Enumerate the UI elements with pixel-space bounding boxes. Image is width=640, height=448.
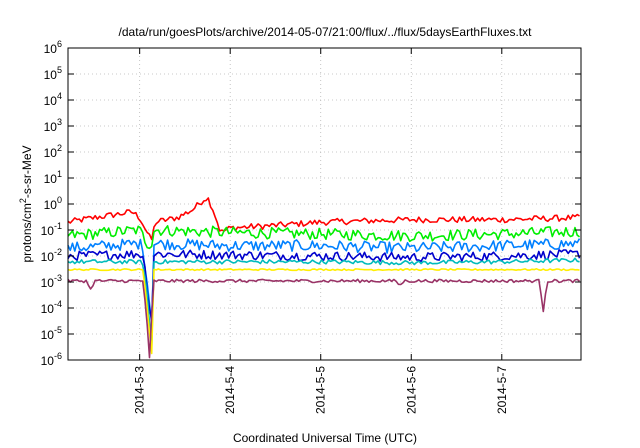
grid-lines — [68, 48, 581, 360]
y-tick-label-exponent: 0 — [57, 195, 62, 205]
y-tick-label-exponent: 5 — [57, 65, 62, 75]
y-axis-label: protons/cm2-s-sr-MeV — [18, 145, 34, 262]
y-tick-label-exponent: 3 — [57, 117, 62, 127]
series-line — [67, 225, 580, 250]
y-tick-label: 101 — [44, 169, 62, 186]
y-tick-label-base: 10 — [41, 302, 55, 316]
x-tick-label: 2014-5-6 — [404, 366, 418, 414]
x-tick-label: 2014-5-3 — [133, 366, 147, 414]
y-tick-label-base: 10 — [44, 198, 58, 212]
y-tick-label-base: 10 — [44, 172, 58, 186]
y-tick-label: 102 — [44, 143, 62, 160]
y-tick-label-base: 10 — [44, 146, 58, 160]
y-tick-label: 104 — [44, 91, 62, 108]
y-tick-label-exponent: -2 — [54, 247, 62, 257]
y-tick-label-exponent: 6 — [57, 39, 62, 49]
y-tick-label-base: 10 — [41, 224, 55, 238]
y-tick-label-base: 10 — [44, 94, 58, 108]
y-tick-label: 100 — [44, 195, 62, 212]
y-tick-label-base: 10 — [44, 68, 58, 82]
y-tick-label: 10-4 — [41, 299, 62, 316]
y-tick-label-base: 10 — [41, 328, 55, 342]
y-tick-label: 105 — [44, 65, 62, 82]
y-tick-label-exponent: 4 — [57, 91, 62, 101]
y-axis-label-prefix: protons/cm — [20, 203, 34, 262]
y-tick-label: 10-6 — [41, 351, 62, 368]
y-tick-label-base: 10 — [41, 250, 55, 264]
y-tick-label-exponent: -3 — [54, 273, 62, 283]
series-lines — [67, 197, 581, 359]
y-tick-label-base: 10 — [44, 120, 58, 134]
series-line — [67, 197, 580, 241]
x-tick-label: 2014-5-4 — [223, 366, 237, 414]
y-tick-label: 10-3 — [41, 273, 62, 290]
y-tick-label-base: 10 — [44, 42, 58, 56]
x-axis-ticks: 2014-5-3 2014-5-4 2014-5-5 2014-5-6 2014-5-7 — [133, 48, 509, 414]
y-tick-label: 106 — [44, 39, 62, 56]
y-tick-label-base: 10 — [41, 276, 55, 290]
y-tick-label: 10-2 — [41, 247, 62, 264]
series-line — [67, 268, 580, 355]
x-tick-label: 2014-5-5 — [314, 366, 328, 414]
chart-title: /data/run/goesPlots/archive/2014-05-07/2… — [119, 25, 533, 39]
y-axis-label-suffix: -s-sr-MeV — [20, 145, 34, 198]
y-tick-label: 103 — [44, 117, 62, 134]
y-tick-label-exponent: -1 — [54, 221, 62, 231]
y-tick-label: 10-5 — [41, 325, 62, 342]
x-axis-label: Coordinated Universal Time (UTC) — [233, 431, 417, 445]
y-tick-label-exponent: 2 — [57, 143, 62, 153]
y-axis-label-sup: 2 — [18, 198, 28, 203]
y-tick-label-exponent: -4 — [54, 299, 62, 309]
x-tick-label: 2014-5-7 — [495, 366, 509, 414]
y-tick-label-base: 10 — [41, 354, 55, 368]
y-tick-label-exponent: -5 — [54, 325, 62, 335]
y-tick-label: 10-1 — [41, 221, 62, 238]
series-line — [67, 278, 580, 359]
y-tick-label-exponent: 1 — [57, 169, 62, 179]
y-tick-label-exponent: -6 — [54, 351, 62, 361]
y-axis-ticks: 10-610-510-410-310-210-11001011021031041… — [41, 39, 581, 368]
